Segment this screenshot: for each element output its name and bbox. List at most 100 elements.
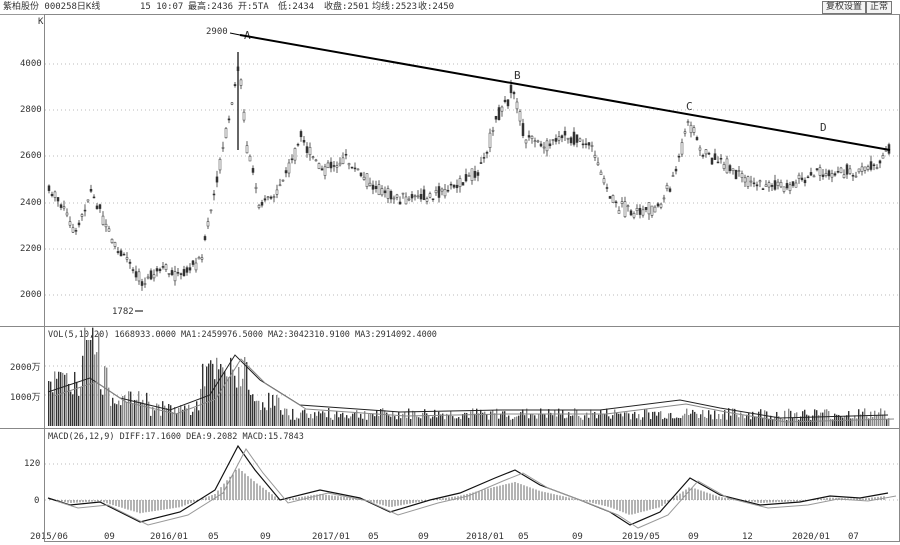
- volume-bar: [848, 411, 850, 426]
- volume-bar: [764, 410, 766, 426]
- volume-bar: [332, 419, 334, 426]
- candle-body: [689, 124, 693, 134]
- volume-bar: [828, 411, 830, 426]
- volume-bar: [470, 411, 472, 426]
- candle-body: [71, 227, 75, 233]
- candle-body: [794, 182, 798, 188]
- volume-bar: [288, 415, 290, 426]
- volume-bar: [116, 404, 118, 426]
- macd-header: MACD(26,12,9) DIFF:17.1600 DEA:9.2082 MA…: [48, 432, 304, 442]
- candle-body: [779, 182, 783, 188]
- x-axis-label: 2017/01: [312, 532, 350, 542]
- volume-bar: [454, 418, 456, 426]
- volume-bar: [748, 413, 750, 426]
- candle-body: [197, 257, 201, 260]
- volume-bar: [616, 412, 618, 426]
- volume-bar: [266, 410, 268, 426]
- candle-body: [734, 169, 738, 180]
- volume-bar: [696, 413, 698, 426]
- volume-bar: [810, 419, 812, 426]
- volume-bar: [534, 415, 536, 426]
- volume-bar: [136, 399, 138, 426]
- volume-bar: [64, 374, 66, 426]
- volume-bar: [176, 413, 178, 426]
- volume-bar: [754, 416, 756, 426]
- candle-body: [494, 115, 498, 120]
- volume-bar: [862, 411, 864, 426]
- volume-bar: [852, 418, 854, 426]
- volume-bar: [768, 419, 770, 426]
- candle-body: [395, 194, 399, 198]
- volume-bar: [428, 415, 430, 426]
- x-axis-label: 09: [260, 532, 271, 542]
- volume-bar: [172, 412, 174, 426]
- candle-body: [803, 179, 807, 184]
- candle-body: [86, 199, 90, 202]
- volume-bar: [800, 416, 802, 426]
- candle-body: [620, 201, 624, 204]
- volume-bar: [874, 410, 876, 426]
- candle-body: [845, 164, 849, 175]
- volume-bar: [458, 417, 460, 426]
- normal-button[interactable]: 正常: [866, 1, 893, 14]
- candle-body: [179, 273, 183, 275]
- candle-body: [104, 223, 108, 228]
- low-price-label: 1782: [112, 307, 134, 317]
- volume-bar: [144, 403, 146, 426]
- candle-body: [650, 205, 654, 216]
- candle-body: [356, 168, 360, 171]
- candle-body: [446, 189, 450, 192]
- volume-bar: [210, 360, 212, 426]
- candle-body: [287, 162, 291, 174]
- volume-bar: [274, 405, 276, 426]
- volume-bar: [720, 419, 722, 426]
- volume-bar: [692, 409, 694, 426]
- volume-bar: [398, 412, 400, 426]
- volume-bar: [520, 412, 522, 426]
- volume-bar: [536, 418, 538, 426]
- candle-body: [731, 168, 735, 172]
- volume-bar: [498, 418, 500, 426]
- volume-bar: [166, 407, 168, 426]
- volume-bar: [526, 408, 528, 426]
- price-panel-label: K: [38, 17, 44, 27]
- candle-body: [365, 173, 369, 187]
- volume-bar: [100, 389, 102, 426]
- volume-bar: [708, 410, 710, 426]
- volume-bar: [472, 408, 474, 426]
- price-y-tick: 2200: [20, 244, 42, 254]
- candle-body: [716, 161, 720, 164]
- candle-body: [164, 264, 168, 270]
- volume-bar: [558, 408, 560, 426]
- volume-bar: [282, 414, 284, 426]
- candle-body: [872, 164, 876, 167]
- volume-bar: [706, 418, 708, 426]
- candle-body: [350, 166, 354, 169]
- adjust-button[interactable]: 复权设置: [822, 1, 867, 14]
- volume-bar: [444, 419, 446, 426]
- volume-bar: [474, 413, 476, 426]
- candle-body: [194, 262, 198, 271]
- candle-body: [113, 242, 117, 247]
- candle-body: [80, 214, 84, 217]
- volume-bar: [806, 414, 808, 426]
- candle-body: [833, 173, 837, 176]
- volume-bar: [164, 405, 166, 426]
- volume-bar: [624, 412, 626, 426]
- candle-body: [428, 193, 432, 198]
- candle-body: [608, 196, 612, 199]
- volume-bar: [400, 418, 402, 426]
- candle-body: [710, 157, 714, 165]
- candle-body: [377, 184, 381, 196]
- candle-body: [467, 175, 471, 177]
- volume-bar: [586, 412, 588, 426]
- candle-body: [464, 174, 468, 182]
- candle-body: [455, 184, 459, 189]
- volume-bar: [618, 413, 620, 426]
- volume-bar: [868, 418, 870, 426]
- volume-bar: [120, 405, 122, 426]
- volume-bar: [58, 371, 60, 426]
- volume-bar: [668, 413, 670, 426]
- volume-bar: [396, 419, 398, 426]
- volume-bar: [638, 414, 640, 426]
